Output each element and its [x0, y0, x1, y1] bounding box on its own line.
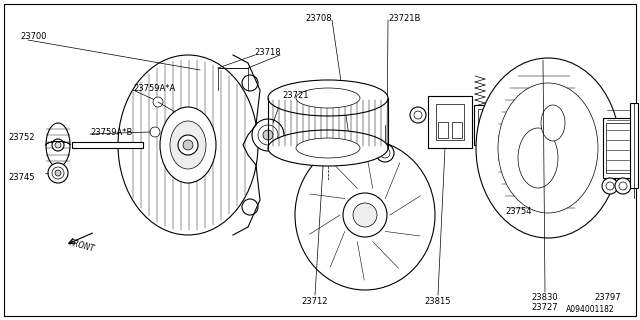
Text: 23712: 23712: [301, 298, 328, 307]
Circle shape: [242, 199, 258, 215]
Text: 23721: 23721: [282, 91, 308, 100]
Bar: [478, 109, 498, 141]
Circle shape: [414, 111, 422, 119]
Bar: [603, 118, 633, 178]
Text: 23708: 23708: [305, 13, 332, 22]
Ellipse shape: [52, 167, 64, 179]
Circle shape: [606, 182, 614, 190]
Circle shape: [602, 178, 618, 194]
Ellipse shape: [518, 128, 558, 188]
Text: 23721B: 23721B: [388, 13, 420, 22]
Circle shape: [153, 97, 163, 107]
Circle shape: [619, 182, 627, 190]
Ellipse shape: [118, 55, 258, 235]
Text: 23700: 23700: [20, 31, 47, 41]
Ellipse shape: [252, 119, 284, 151]
Ellipse shape: [296, 88, 360, 108]
Ellipse shape: [476, 58, 620, 238]
Bar: [72, 142, 143, 148]
Ellipse shape: [380, 148, 390, 158]
Bar: [438, 122, 448, 138]
Text: 23754: 23754: [505, 207, 531, 217]
Text: 23797: 23797: [595, 293, 621, 302]
Text: 23718: 23718: [255, 47, 282, 57]
Ellipse shape: [296, 138, 360, 158]
Circle shape: [242, 75, 258, 91]
Ellipse shape: [55, 170, 61, 176]
Bar: [606, 123, 630, 173]
Text: FRONT: FRONT: [68, 239, 96, 254]
Text: 23815: 23815: [425, 298, 451, 307]
Text: 23745: 23745: [8, 172, 35, 181]
Bar: [428, 96, 472, 148]
Circle shape: [178, 135, 198, 155]
Circle shape: [615, 178, 631, 194]
Ellipse shape: [48, 163, 68, 183]
Ellipse shape: [268, 130, 388, 166]
Ellipse shape: [46, 123, 70, 167]
Ellipse shape: [258, 125, 278, 145]
Text: A094001182: A094001182: [566, 306, 614, 315]
Ellipse shape: [263, 130, 273, 140]
Ellipse shape: [353, 203, 377, 227]
Text: 23759A*A: 23759A*A: [133, 84, 175, 92]
Bar: [436, 104, 464, 140]
Ellipse shape: [376, 144, 394, 162]
Ellipse shape: [52, 139, 64, 151]
Ellipse shape: [268, 80, 388, 116]
Ellipse shape: [55, 142, 61, 148]
Bar: [630, 103, 638, 188]
Circle shape: [410, 107, 426, 123]
Ellipse shape: [160, 107, 216, 183]
Circle shape: [183, 140, 193, 150]
Bar: [474, 105, 502, 145]
Text: 23830: 23830: [532, 293, 558, 302]
Bar: [452, 122, 462, 138]
Text: 23727: 23727: [532, 303, 558, 313]
Ellipse shape: [343, 193, 387, 237]
Circle shape: [150, 127, 160, 137]
Text: 23759A*B: 23759A*B: [90, 127, 132, 137]
Ellipse shape: [295, 140, 435, 290]
Ellipse shape: [170, 121, 206, 169]
Ellipse shape: [541, 105, 565, 141]
Ellipse shape: [498, 83, 598, 213]
Text: 23752: 23752: [8, 132, 35, 141]
